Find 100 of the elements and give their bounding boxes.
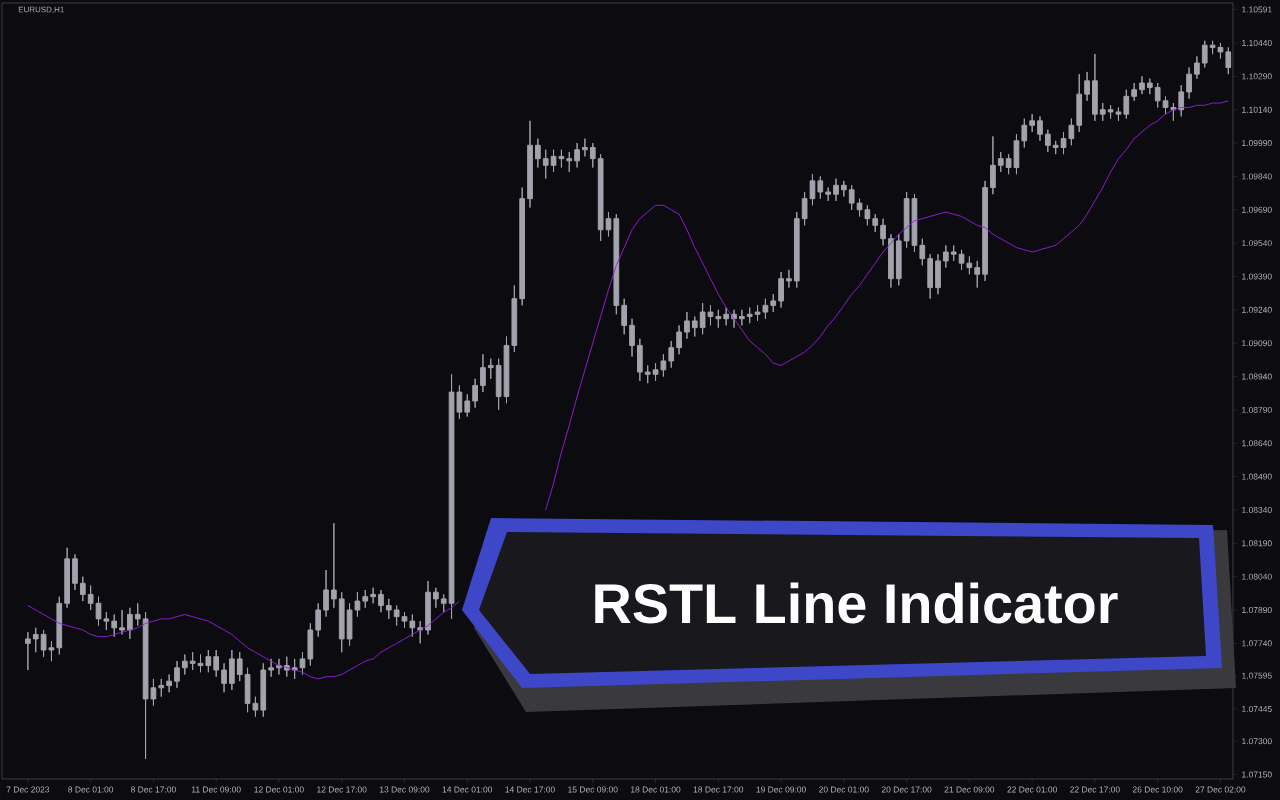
candlestick — [817, 175, 824, 200]
x-tick-label: 14 Dec 17:00 — [505, 786, 555, 793]
candlestick — [464, 393, 471, 418]
x-tick-label: 20 Dec 17:00 — [881, 786, 932, 793]
y-tick-label: 1.08040 — [1242, 573, 1272, 580]
candlestick — [770, 293, 777, 313]
candlestick — [919, 238, 926, 266]
candlestick — [691, 316, 698, 338]
candlestick — [229, 649, 235, 691]
y-tick-label: 1.07740 — [1242, 640, 1272, 647]
candlestick — [1146, 78, 1153, 95]
candlestick — [582, 138, 588, 157]
candlestick — [1154, 82, 1161, 108]
candlestick — [644, 364, 651, 384]
candlestick — [425, 580, 431, 635]
candlestick — [409, 613, 416, 638]
y-tick-label: 1.09990 — [1242, 140, 1272, 147]
candlestick — [25, 631, 31, 671]
candlestick — [221, 662, 227, 693]
candlestick — [1052, 140, 1059, 155]
y-tick-label: 1.09090 — [1242, 340, 1272, 347]
y-tick-label: 1.09390 — [1242, 273, 1272, 280]
y-tick-label: 1.08490 — [1242, 473, 1272, 480]
candlestick — [1037, 115, 1043, 142]
x-tick-label: 20 Dec 01:00 — [819, 786, 869, 793]
x-tick-label: 26 Dec 10:00 — [1132, 786, 1183, 793]
x-tick-label: 11 Dec 09:00 — [191, 786, 241, 793]
candlestick — [378, 589, 384, 613]
candlestick — [370, 587, 376, 604]
x-tick-label: 12 Dec 01:00 — [254, 786, 304, 793]
y-tick-label: 1.10140 — [1242, 106, 1272, 113]
x-tick-label: 21 Dec 09:00 — [944, 786, 995, 793]
candlestick — [825, 187, 832, 202]
candlestick — [535, 138, 541, 169]
candlestick — [331, 522, 337, 609]
candlestick — [1021, 118, 1028, 149]
candlestick — [574, 142, 580, 169]
candlestick — [1139, 75, 1145, 95]
candlestick — [385, 598, 392, 620]
candlestick — [1092, 53, 1098, 122]
y-tick-label: 1.07445 — [1242, 705, 1272, 712]
candlestick — [982, 180, 988, 282]
y-tick-label: 1.09540 — [1242, 240, 1272, 247]
candlestick — [1225, 46, 1232, 75]
candlestick — [778, 271, 784, 309]
candlestick — [64, 547, 70, 609]
candlestick — [260, 662, 267, 718]
y-tick-label: 1.07595 — [1242, 672, 1272, 679]
candlestick — [793, 211, 800, 289]
x-tick-label: 22 Dec 17:00 — [1070, 786, 1120, 793]
candlestick — [527, 120, 533, 209]
x-tick-label: 8 Dec 17:00 — [130, 786, 176, 793]
candlestick — [715, 309, 722, 329]
y-tick-label: 1.07150 — [1242, 771, 1272, 778]
candlestick — [739, 309, 745, 326]
candlestick — [189, 651, 196, 671]
candlestick — [1131, 82, 1137, 102]
candlestick — [566, 151, 573, 173]
candlestick — [511, 284, 518, 353]
candlestick — [1194, 55, 1200, 80]
x-tick-label: 27 Dec 02:00 — [1195, 786, 1246, 793]
y-tick-label: 1.09240 — [1242, 306, 1272, 313]
candlestick — [236, 651, 243, 682]
candlestick — [174, 660, 180, 689]
x-tick-label: 8 Dec 01:00 — [68, 786, 114, 793]
candlestick — [888, 233, 894, 289]
candlestick — [1084, 71, 1090, 102]
x-tick-label: 15 Dec 09:00 — [568, 786, 618, 793]
candlestick — [621, 298, 628, 335]
candlestick — [472, 378, 478, 409]
candlestick — [1123, 89, 1130, 120]
candlestick — [746, 307, 753, 324]
candlestick — [79, 576, 86, 602]
candlestick — [519, 187, 526, 306]
candlestick — [684, 311, 690, 340]
x-tick-label: 22 Dec 01:00 — [1007, 786, 1057, 793]
x-tick-label: 18 Dec 01:00 — [631, 786, 681, 793]
candlestick — [323, 569, 329, 618]
candlestick — [1178, 84, 1185, 117]
candlestick — [127, 607, 133, 640]
x-tick-label: 19 Dec 09:00 — [756, 786, 806, 793]
candlestick — [1044, 129, 1051, 153]
x-tick-label: 13 Dec 09:00 — [379, 786, 430, 793]
candlestick — [676, 324, 682, 355]
candlestick — [880, 218, 886, 246]
candlestick — [974, 260, 981, 289]
candlestick — [637, 338, 643, 382]
candlestick — [111, 613, 118, 638]
candlestick — [32, 627, 39, 653]
candlestick — [723, 307, 730, 326]
candlestick — [56, 596, 63, 655]
candlestick — [997, 151, 1004, 173]
candlestick — [1186, 66, 1192, 100]
candlestick — [487, 358, 494, 380]
candlestick — [1201, 40, 1208, 68]
candlestick — [181, 653, 188, 675]
x-tick-label: 12 Dec 17:00 — [317, 786, 367, 793]
y-tick-label: 1.07890 — [1242, 607, 1272, 613]
y-tick-label: 1.08940 — [1242, 373, 1272, 380]
candlestick — [872, 213, 879, 233]
